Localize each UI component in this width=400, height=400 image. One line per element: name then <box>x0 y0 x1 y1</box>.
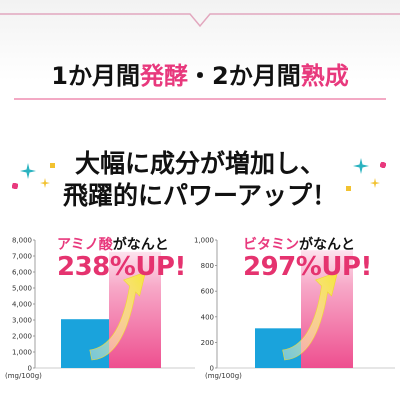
confetti-icon <box>50 163 55 168</box>
confetti-icon <box>346 186 351 191</box>
amino-callout-name: アミノ酸 <box>57 237 113 253</box>
vitamin-after-bar <box>301 250 353 368</box>
vitamin-tick-label: 0 <box>210 365 214 373</box>
vitamin-arrow-icon <box>282 271 339 361</box>
vitamin-tick-label: 200 <box>201 339 214 347</box>
vitamin-unit-label: (mg/100g) <box>205 372 242 380</box>
amino-tick-label: 6,000 <box>12 269 32 277</box>
amino-callout-value: 238%UP! <box>57 252 186 282</box>
vitamin-tick-label: 400 <box>201 313 214 321</box>
sparkle-icon <box>20 163 36 179</box>
amino-callout-line: アミノ酸がなんと <box>57 234 169 254</box>
vitamin-chart: 1,000 800 600 400 200 0 ビタミンがなんと 297%UP! (mg/… <box>194 228 395 398</box>
headline-underline <box>14 98 386 100</box>
amino-callout-suffix: がなんと <box>112 237 169 253</box>
headline: 1か月間発酵・2か月間熟成 <box>0 56 400 91</box>
amino-arrow-icon <box>89 271 147 361</box>
amino-tick-label: 3,000 <box>12 317 32 325</box>
vitamin-chart-svg: 1,000 800 600 400 200 0 <box>194 237 395 373</box>
amino-tick-label: 7,000 <box>12 253 32 261</box>
vitamin-callout-name: ビタミン <box>243 237 299 253</box>
amino-tick-label: 4,000 <box>12 301 32 309</box>
confetti-icon <box>12 183 18 189</box>
vitamin-callout-value: 297%UP! <box>243 252 372 282</box>
amino-tick-label: 0 <box>28 365 32 373</box>
sparkle-icon <box>353 158 369 174</box>
vitamin-callout-suffix: がなんと <box>299 237 355 253</box>
amino-tick-label: 8,000 <box>12 237 32 245</box>
vitamin-tick-label: 800 <box>201 262 214 270</box>
confetti-icon <box>380 162 386 168</box>
amino-before-bar <box>61 319 109 368</box>
amino-tick-label: 1,000 <box>12 349 32 357</box>
sparkle-icon <box>40 178 50 188</box>
amino-after-bar <box>109 251 161 368</box>
amino-tick-label: 2,000 <box>12 333 32 341</box>
headline-part-2: 発酵 <box>140 62 188 90</box>
sparkle-icon <box>370 178 380 188</box>
amino-acid-chart: 8,000 7,000 6,000 5,000 4,000 3,000 2,000 1,000… <box>5 228 195 398</box>
subheadline-line-2: 飛躍的にパワーアップ！ <box>62 181 337 210</box>
vitamin-tick-label: 1,000 <box>194 237 214 245</box>
vitamin-callout-line: ビタミンがなんと <box>243 234 355 254</box>
subheadline-line-1: 大幅に成分が増加し、 <box>74 149 325 178</box>
amino-unit-label: (mg/100g) <box>5 372 42 380</box>
headline-part-3: ・2か月間 <box>188 62 301 90</box>
chevron-decoration <box>0 13 400 28</box>
headline-part-4: 熟成 <box>300 62 349 90</box>
header-band <box>0 0 400 115</box>
vitamin-tick-label: 600 <box>201 288 214 296</box>
headline-part-1: 1か月間 <box>51 62 140 90</box>
amino-tick-label: 5,000 <box>12 285 32 293</box>
amino-acid-chart-svg: 8,000 7,000 6,000 5,000 4,000 3,000 2,000 1,000… <box>12 237 195 373</box>
